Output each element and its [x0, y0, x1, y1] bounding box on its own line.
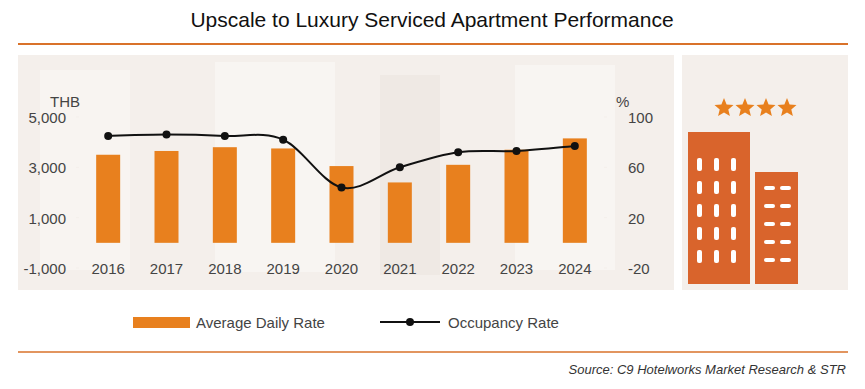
x-tick-label: 2020 — [325, 260, 358, 277]
y2-tick-label: -20 — [628, 260, 650, 277]
bar — [563, 138, 587, 242]
y-tick — [76, 167, 79, 168]
x-tick-label: 2018 — [208, 260, 241, 277]
building-window — [714, 181, 719, 194]
building-icon — [688, 132, 750, 284]
y2-tick — [604, 268, 607, 269]
y2-tick — [604, 167, 607, 168]
bar — [388, 182, 412, 242]
building-window — [780, 222, 791, 226]
building-window — [731, 250, 736, 263]
panel-decor — [515, 65, 615, 270]
plot-marks — [96, 131, 587, 243]
bar — [271, 148, 295, 242]
legend-label: Occupancy Rate — [448, 314, 559, 331]
x-tick-label: 2019 — [266, 260, 299, 277]
building-window — [731, 158, 736, 171]
y-tick-label: -1,000 — [23, 260, 66, 277]
building-window — [714, 158, 719, 171]
line-marker — [163, 131, 171, 139]
y-axis-label: THB — [50, 93, 80, 110]
building-window — [714, 227, 719, 240]
legend-swatch — [133, 317, 190, 328]
line-marker — [396, 163, 404, 171]
building-window — [780, 204, 791, 208]
y2-tick-label: 20 — [628, 210, 645, 227]
bar — [446, 165, 470, 243]
building-window — [697, 181, 702, 194]
bar — [505, 150, 529, 243]
building-window — [764, 258, 775, 262]
building-window — [764, 222, 775, 226]
line-marker — [221, 132, 229, 140]
source-rule — [18, 351, 848, 353]
building-window — [764, 204, 775, 208]
y-tick-label: 1,000 — [28, 210, 66, 227]
y-tick — [76, 217, 79, 218]
panel-decor — [380, 75, 440, 275]
y-tick — [76, 117, 79, 118]
building-window — [764, 240, 775, 244]
line-marker — [513, 147, 521, 155]
bar — [213, 147, 237, 243]
bar — [330, 166, 354, 243]
line-marker — [571, 142, 579, 150]
building-icon — [755, 172, 798, 284]
y-tick-label: 5,000 — [28, 109, 66, 126]
star-icon — [715, 98, 734, 116]
x-tick-label: 2024 — [558, 260, 591, 277]
building-window — [697, 158, 702, 171]
star-icon — [757, 98, 776, 116]
plot-panel — [18, 55, 674, 290]
y2-tick — [604, 217, 607, 218]
line-marker — [338, 183, 346, 191]
y2-tick-label: 60 — [628, 159, 645, 176]
line-marker — [279, 136, 287, 144]
x-tick-label: 2023 — [500, 260, 533, 277]
source: Source: C9 Hotelworks Market Research & … — [569, 362, 846, 377]
line-marker — [454, 148, 462, 156]
building-window — [731, 204, 736, 217]
building-window — [764, 186, 775, 190]
icon-panel — [682, 55, 848, 290]
y2-tick — [604, 117, 607, 118]
building-window — [697, 204, 702, 217]
legend-marker — [406, 318, 414, 326]
building-window — [714, 250, 719, 263]
title: Upscale to Luxury Serviced Apartment Per… — [190, 8, 673, 31]
building-window — [697, 250, 702, 263]
x-tick-label: 2017 — [150, 260, 183, 277]
building-window — [731, 181, 736, 194]
x-tick-label: 2021 — [383, 260, 416, 277]
title-rule — [18, 43, 848, 45]
x-tick-label: 2016 — [91, 260, 124, 277]
y-tick-label: 3,000 — [28, 159, 66, 176]
bar — [155, 151, 179, 243]
legend-label: Average Daily Rate — [196, 314, 325, 331]
building-window — [780, 186, 791, 190]
building-window — [731, 227, 736, 240]
y-tick — [76, 268, 79, 269]
star-icon — [736, 98, 755, 116]
building-window — [714, 204, 719, 217]
line — [108, 135, 575, 189]
building-window — [780, 240, 791, 244]
building-window — [780, 258, 791, 262]
y2-tick-label: 100 — [628, 109, 653, 126]
building-window — [697, 227, 702, 240]
x-tick-label: 2022 — [441, 260, 474, 277]
y2-axis-label: % — [616, 93, 629, 110]
chart: Upscale to Luxury Serviced Apartment Per… — [0, 0, 865, 389]
line-marker — [104, 132, 112, 140]
star-icon — [778, 98, 797, 116]
bar — [96, 155, 120, 243]
